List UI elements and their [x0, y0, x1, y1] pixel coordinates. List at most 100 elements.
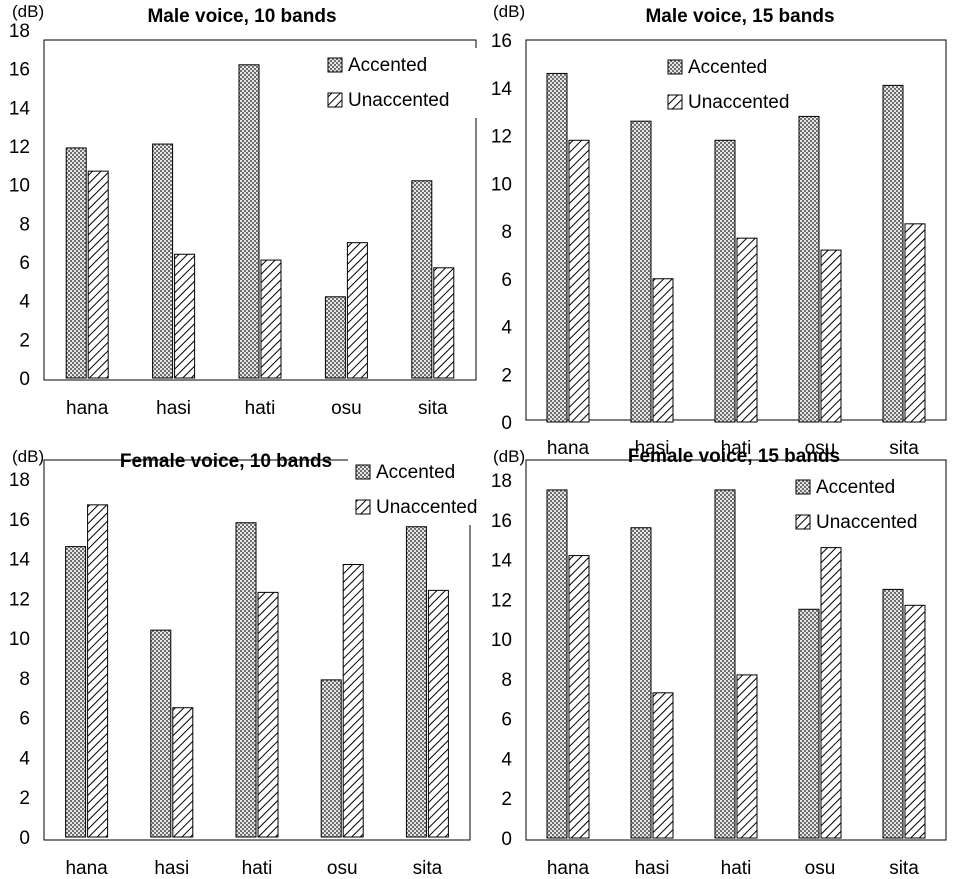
- bar-unaccented-sita: [427, 589, 449, 838]
- y-tick-label: 0: [501, 413, 512, 434]
- y-tick-label: 16: [491, 511, 512, 532]
- chart-title: Female voice, 15 bands: [628, 446, 840, 467]
- bar-accented-hasi: [152, 143, 174, 379]
- bar-accented-sita: [882, 588, 904, 839]
- y-tick-label: 6: [19, 709, 30, 730]
- bar-unaccented-osu: [820, 547, 842, 839]
- bar-accented-sita: [405, 526, 427, 838]
- x-tick-label: sita: [889, 858, 919, 879]
- x-tick-label: hana: [547, 858, 590, 879]
- y-tick-label: 6: [501, 710, 512, 731]
- y-tick-label: 4: [501, 749, 512, 770]
- legend-swatch-unaccented: [795, 514, 811, 530]
- y-tick-label: 16: [491, 31, 512, 52]
- bar-unaccented-hana: [568, 555, 590, 839]
- bar-accented-hana: [65, 546, 87, 838]
- plot-frame: [525, 459, 947, 841]
- y-tick-label: 12: [9, 137, 30, 158]
- chart-title: Female voice, 10 bands: [120, 451, 332, 472]
- y-tick-label: 8: [19, 669, 30, 690]
- x-tick-label: hana: [66, 398, 109, 419]
- y-tick-label: 16: [9, 60, 30, 81]
- y-tick-label: 10: [9, 629, 30, 650]
- legend-swatch-accented: [795, 479, 811, 495]
- y-tick-label: 14: [491, 79, 513, 100]
- bar-unaccented-hasi: [172, 707, 194, 838]
- chart-panel-1: Male voice, 10 bands (dB) 0 2 4 6 8 10 12 14 16 18 h…: [9, 2, 480, 419]
- plot-frame: [525, 39, 947, 421]
- legend-label-accented: Accented: [816, 477, 895, 498]
- x-tick-label: hasi: [635, 858, 670, 879]
- y-unit-label: (dB): [493, 2, 525, 21]
- legend-swatch-unaccented: [667, 94, 683, 110]
- y-tick-label: 0: [501, 829, 512, 850]
- y-tick-label: 14: [491, 551, 513, 572]
- y-tick-label: 4: [19, 748, 30, 769]
- bar-unaccented-hasi: [652, 278, 674, 423]
- y-tick-label: 10: [491, 174, 512, 195]
- y-unit-label: (dB): [12, 447, 44, 466]
- legend-swatch-accented: [667, 59, 683, 75]
- x-tick-label: hati: [721, 858, 752, 879]
- bar-unaccented-sita: [904, 604, 926, 839]
- y-tick-label: 12: [9, 589, 30, 610]
- bar-accented-hati: [235, 522, 257, 838]
- x-tick-label: sita: [889, 438, 919, 459]
- x-tick-label: hati: [242, 858, 273, 879]
- x-tick-label: sita: [413, 858, 443, 879]
- chart-panel-3: Female voice, 10 bands (dB) 0 2 4 6 8 10 12 14 16 1…: [9, 447, 478, 879]
- y-tick-label: 14: [9, 98, 31, 119]
- chart-panel-2: Male voice, 15 bands (dB) 0 2 4 6 8 10 12 14 16 han…: [491, 2, 947, 459]
- bar-unaccented-sita: [433, 267, 455, 379]
- chart-title: Male voice, 15 bands: [645, 6, 834, 27]
- y-tick-label: 8: [19, 214, 30, 235]
- y-tick-label: 10: [9, 176, 30, 197]
- bar-accented-hati: [238, 64, 260, 379]
- legend-label-accented: Accented: [348, 55, 427, 76]
- legend-swatch-accented: [355, 464, 371, 480]
- y-tick-label: 14: [9, 550, 31, 571]
- plot-frame: [43, 459, 471, 841]
- legend-label-unaccented: Unaccented: [376, 497, 477, 518]
- y-tick-label: 0: [19, 369, 30, 390]
- bar-accented-hasi: [630, 527, 652, 839]
- legend-box: [788, 470, 938, 540]
- bar-accented-sita: [882, 84, 904, 423]
- x-tick-label: hasi: [156, 398, 191, 419]
- y-tick-label: 4: [501, 318, 512, 339]
- y-tick-label: 2: [19, 788, 30, 809]
- y-tick-label: 18: [491, 471, 512, 492]
- bar-accented-osu: [320, 679, 342, 838]
- x-tick-label: osu: [327, 858, 358, 879]
- bar-unaccented-hati: [736, 237, 758, 423]
- bar-unaccented-hati: [736, 674, 758, 839]
- x-tick-label: hana: [547, 438, 590, 459]
- bar-unaccented-sita: [904, 223, 926, 423]
- bar-unaccented-osu: [820, 249, 842, 423]
- y-tick-label: 18: [9, 470, 30, 491]
- y-tick-label: 2: [501, 789, 512, 810]
- plot-frame: [43, 39, 477, 381]
- y-unit-label: (dB): [493, 447, 525, 466]
- bar-unaccented-hasi: [174, 253, 196, 379]
- legend-swatch-unaccented: [327, 92, 343, 108]
- y-tick-label: 18: [9, 21, 30, 42]
- x-tick-label: hana: [65, 858, 108, 879]
- x-tick-label: hasi: [154, 858, 189, 879]
- x-tick-label: osu: [331, 398, 362, 419]
- bar-accented-osu: [798, 608, 820, 839]
- y-unit-label: (dB): [12, 2, 44, 21]
- bar-unaccented-hati: [260, 259, 282, 379]
- x-tick-label: osu: [805, 438, 836, 459]
- bar-unaccented-hati: [257, 591, 279, 838]
- legend-label-unaccented: Unaccented: [816, 512, 917, 533]
- legend-box: [660, 50, 810, 115]
- x-tick-label: sita: [418, 398, 448, 419]
- x-tick-label: hati: [245, 398, 276, 419]
- bar-accented-hati: [714, 139, 736, 423]
- y-tick-label: 10: [491, 630, 512, 651]
- bar-accented-hana: [546, 72, 568, 423]
- bar-accented-hasi: [150, 629, 172, 838]
- y-tick-label: 6: [501, 270, 512, 291]
